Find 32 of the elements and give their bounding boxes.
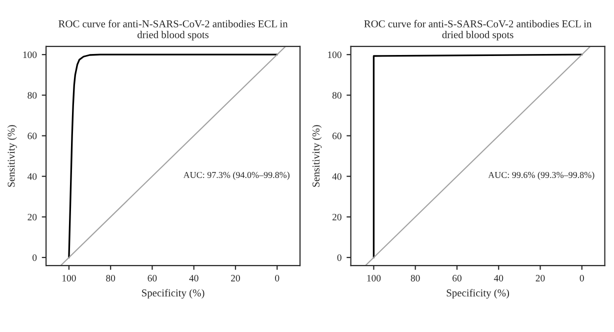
y-tick-label: 20 (332, 214, 342, 220)
annotation: AUC: 97.3% (94.0%–99.8%) (183, 172, 290, 180)
x-tick-label: 40 (189, 274, 198, 282)
x-tick-label: 60 (452, 274, 462, 282)
x-tick-label: 20 (536, 274, 545, 282)
y-axis-title: Sensitivity (%) (312, 125, 322, 187)
y-tick-label: 100 (23, 52, 37, 58)
x-tick-label: 20 (231, 274, 240, 282)
x-axis-title: Specificity (%) (142, 289, 204, 299)
y-tick-label: 40 (27, 173, 37, 180)
chart-title: ROC curve for anti-N-SARS-CoV-2 antibodies ECL in dried blood spots (58, 20, 288, 40)
y-tick-label: 20 (28, 214, 37, 220)
y-axis-title: Sensitivity (%) (7, 125, 17, 187)
x-tick-label: 0 (275, 274, 280, 282)
y-tick-label: 0 (32, 254, 37, 261)
x-tick-label: 100 (367, 274, 381, 282)
y-tick-label: 80 (28, 92, 37, 99)
x-tick-label: 100 (62, 274, 76, 282)
chart-title: ROC curve for anti-S-SARS-CoV-2 antibodies ECL in dried blood spots (364, 20, 592, 40)
y-tick-label: 100 (328, 52, 342, 58)
x-tick-label: 80 (106, 274, 116, 282)
y-tick-label: 0 (337, 254, 342, 261)
x-axis-title: Specificity (%) (446, 289, 510, 299)
y-tick-label: 60 (28, 132, 37, 140)
y-tick-label: 40 (332, 173, 342, 180)
y-tick-label: 60 (332, 132, 342, 140)
x-tick-label: 60 (148, 274, 157, 282)
x-tick-label: 0 (580, 274, 584, 282)
x-tick-label: 80 (410, 274, 420, 282)
x-tick-label: 40 (494, 274, 504, 282)
y-tick-label: 80 (332, 92, 342, 99)
annotation: AUC: 99.6% (99.3%–99.8%) (488, 172, 594, 180)
